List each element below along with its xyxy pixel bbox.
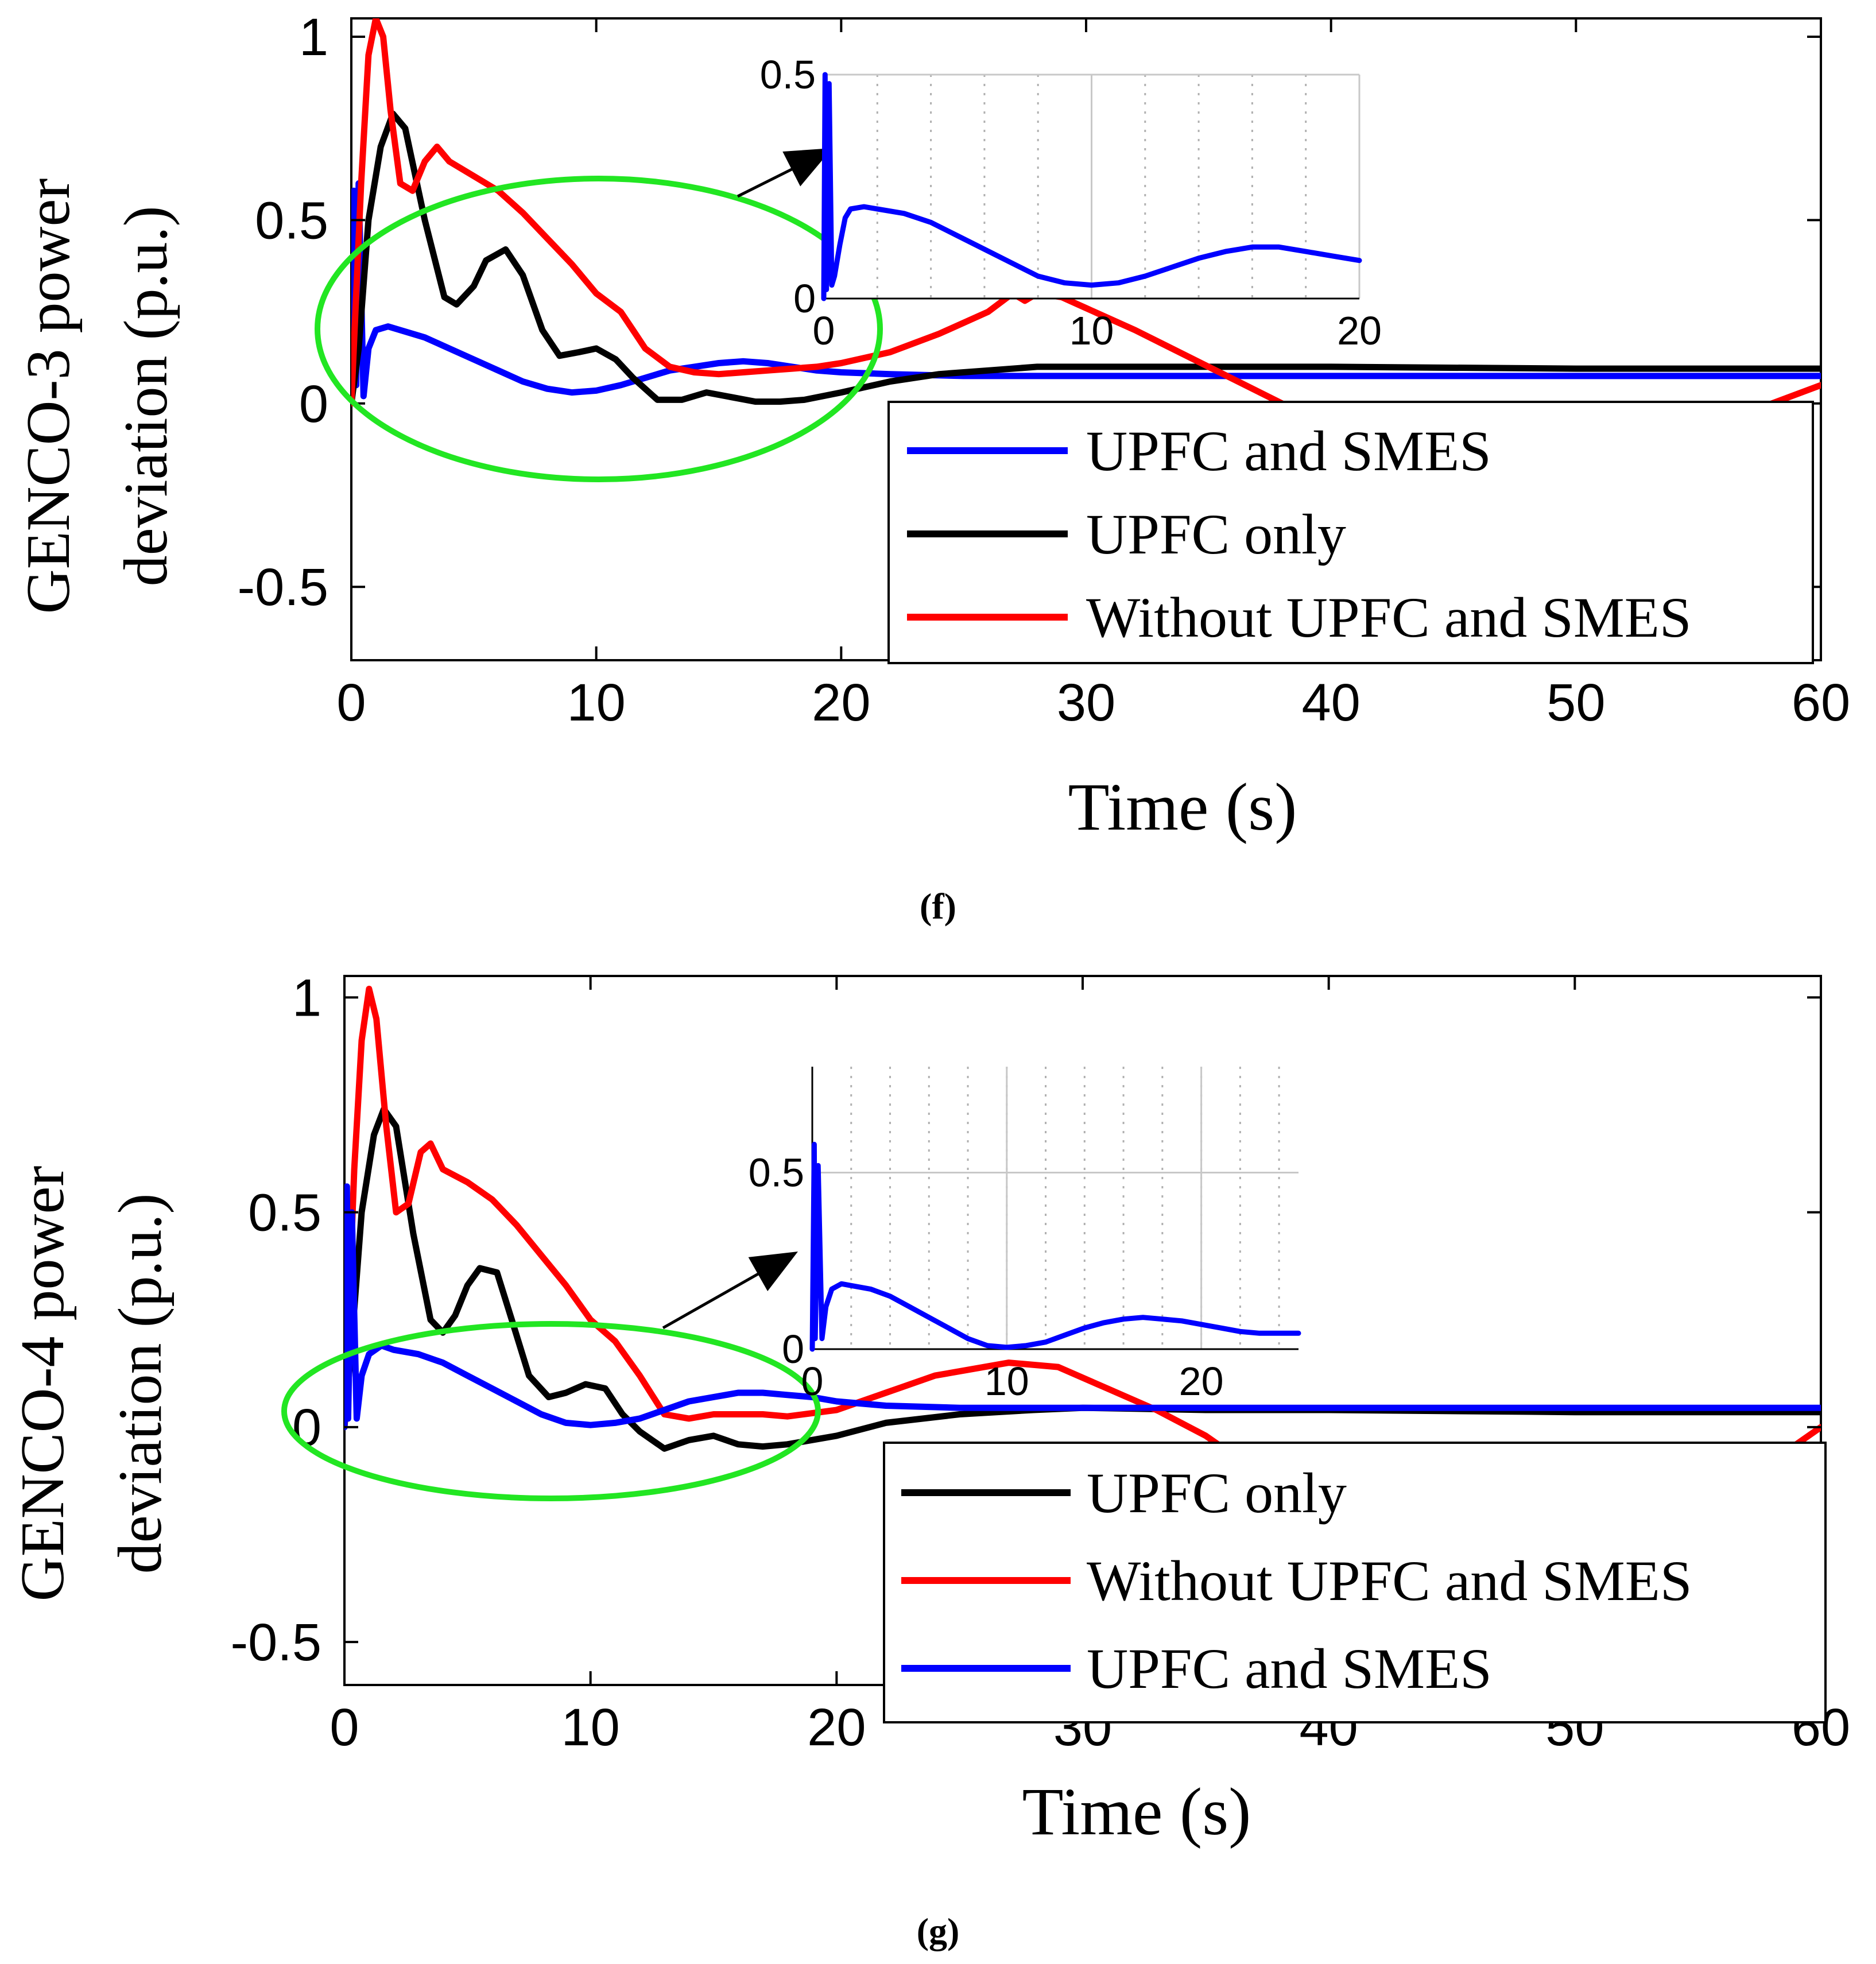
legend-entry-1: Without UPFC and SMES: [1087, 1549, 1692, 1613]
x-tick-label: 0: [330, 1698, 359, 1757]
inset-x-tick-label: 0: [813, 308, 835, 353]
x-axis-label: Time (s): [1022, 1774, 1251, 1849]
inset-x-tick-label: 0: [801, 1359, 824, 1404]
callout-arrow-head: [748, 1252, 798, 1291]
inset-y-tick-label: 0: [793, 276, 816, 321]
series-line-1: [351, 110, 1821, 407]
y-axis-label-line1: GENCO-3 power: [14, 179, 83, 614]
legend-entry-2: Without UPFC and SMES: [1086, 586, 1692, 649]
highlight-ellipse: [281, 1321, 821, 1501]
y-tick-label: 1: [292, 969, 321, 1027]
inset-y-tick-label: 0.5: [760, 52, 816, 97]
y-axis-label-line1: GENCO-4 power: [9, 1166, 77, 1602]
series-group: [344, 986, 1821, 1602]
x-tick-label: 20: [807, 1698, 866, 1757]
callout-arrow-head: [782, 148, 832, 187]
x-tick-label: 20: [812, 673, 870, 732]
inset-x-tick-label: 20: [1179, 1359, 1224, 1404]
series-line-0: [344, 1106, 1821, 1452]
figure-caption: (g): [917, 1911, 960, 1951]
inset-series-line-0: [821, 72, 1362, 301]
highlight-ellipse: [315, 176, 883, 482]
inset-x-tick-label: 10: [1069, 308, 1114, 353]
legend-entry-2: UPFC and SMES: [1087, 1637, 1492, 1700]
series-line-2: [344, 1183, 1821, 1431]
inset-series-line-0: [809, 1141, 1301, 1352]
inset-x-tick-label: 20: [1337, 308, 1382, 353]
x-tick-label: 10: [567, 673, 625, 732]
figure-caption: (f): [920, 886, 956, 927]
y-tick-label: 0.5: [255, 191, 328, 250]
y-tick-label: 1: [299, 8, 328, 67]
y-tick-label: 0.5: [248, 1184, 321, 1242]
x-tick-label: 30: [1057, 673, 1115, 732]
legend-entry-0: UPFC and SMES: [1086, 419, 1491, 483]
legend-entry-0: UPFC only: [1087, 1461, 1347, 1525]
inset-x-tick-label: 10: [984, 1359, 1029, 1404]
legend: UPFC and SMES UPFC only Without UPFC and S…: [887, 401, 1814, 664]
y-axis-label-line2: deviation (p.u.): [106, 1194, 175, 1574]
inset-plot: 0 10 20 0 0.5: [760, 52, 1382, 353]
legend: UPFC only Without UPFC and SMES UPFC and S…: [883, 1442, 1827, 1723]
x-axis-label: Time (s): [1068, 769, 1297, 845]
x-tick-label: 10: [561, 1698, 619, 1757]
y-axis-label-line2: deviation (p.u.): [112, 206, 180, 587]
legend-entry-1: UPFC only: [1086, 502, 1346, 566]
y-tick-label: -0.5: [237, 558, 328, 617]
inset-background: [812, 1067, 1299, 1349]
x-tick-label: 40: [1301, 673, 1360, 732]
y-tick-label: 0: [299, 375, 328, 433]
x-tick-label: 0: [336, 673, 366, 732]
inset-plot: 0 10 20 0 0.5: [749, 1067, 1301, 1404]
inset-y-tick-label: 0: [782, 1327, 804, 1372]
y-tick-label: -0.5: [230, 1613, 321, 1672]
inset-y-tick-label: 0.5: [749, 1150, 804, 1195]
x-tick-label: 50: [1546, 673, 1605, 732]
x-tick-label: 60: [1792, 673, 1850, 732]
